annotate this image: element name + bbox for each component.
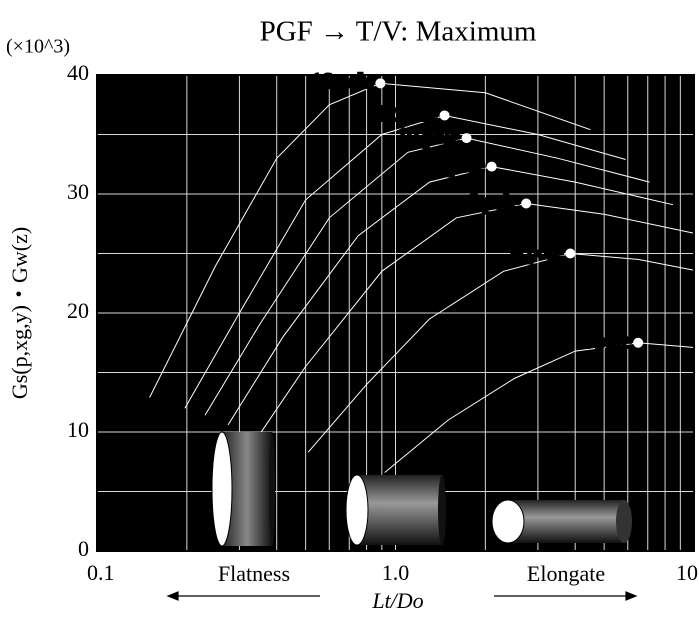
series-label: 6 pole [467,189,519,213]
series-line [307,252,695,453]
y-tick-label: 0 [78,536,89,561]
series-line [204,137,650,416]
y-tick-label: 30 [67,179,89,204]
y-tick-label: 20 [67,298,89,323]
peak-marker [461,133,472,144]
y-tick-label: 10 [67,417,89,442]
plot-frame [96,74,695,552]
peak-marker [375,78,386,89]
series-line [184,114,626,409]
y-tick-label: 40 [67,60,89,85]
series-line [255,202,695,441]
series-line [384,342,695,473]
series-label: 12 pole [375,101,437,125]
series-label: 2 pole [579,329,631,353]
peak-marker [633,337,644,348]
peak-marker [439,110,450,121]
x-axis-label: Lt/Do [371,588,423,613]
series-line [227,166,674,426]
x-tick-label: 1.0 [382,560,410,585]
series-line [149,82,591,398]
annotation: Elongate [527,561,605,586]
peak-marker [486,161,497,172]
x-tick-label: 0.1 [87,560,115,585]
peak-marker [521,198,532,209]
series-label: 16 pole [311,69,373,93]
series-label: 8 pole [433,152,485,176]
cylinders [211,431,632,547]
series-label: 10 pole [397,124,459,148]
x-tick-label: 10 [676,560,698,585]
series-label: 4 pole [511,239,563,263]
arrows [166,591,638,601]
annotation: Flatness [218,561,290,586]
multiplier: (×10^3) [6,36,70,58]
peak-marker [565,248,576,259]
chart-title: PGF → T/V: Maximum [260,16,537,48]
y-axis-label: Gs(p,xg,y)・Gw(z) [7,227,32,399]
